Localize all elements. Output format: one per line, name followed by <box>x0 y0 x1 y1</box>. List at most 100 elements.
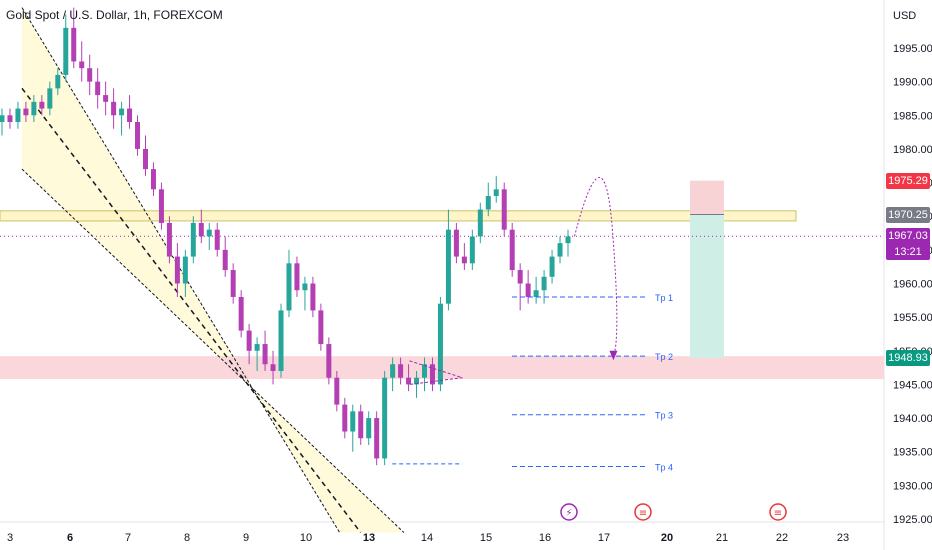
candle-body[interactable] <box>278 310 284 371</box>
candle-body[interactable] <box>286 263 292 311</box>
candle-body[interactable] <box>174 256 180 284</box>
resistance-zone[interactable] <box>0 210 797 222</box>
candle-body[interactable] <box>150 169 156 190</box>
candle-body[interactable] <box>501 189 507 230</box>
candle-body[interactable] <box>111 101 117 116</box>
tp-label: Tp 1 <box>655 293 673 303</box>
candle-body[interactable] <box>135 122 141 149</box>
candle-body[interactable] <box>39 101 45 109</box>
take-profit-box[interactable] <box>690 214 724 358</box>
us-flag-icon[interactable] <box>634 503 652 521</box>
tp-label: Tp 2 <box>655 352 673 362</box>
us-flag-icon[interactable] <box>769 503 787 521</box>
candle-body[interactable] <box>358 411 364 439</box>
candle-body[interactable] <box>445 229 451 304</box>
candle-body[interactable] <box>87 68 93 82</box>
candle-body[interactable] <box>565 236 571 244</box>
candle-body[interactable] <box>310 283 316 311</box>
candle-body[interactable] <box>15 108 21 123</box>
candle-body[interactable] <box>23 108 29 116</box>
price-tag-purple: 1967.03 13:21 <box>886 228 930 261</box>
candle-body[interactable] <box>525 283 531 297</box>
candle-body[interactable] <box>142 148 148 170</box>
candle-body[interactable] <box>334 377 340 405</box>
candle-body[interactable] <box>166 222 172 257</box>
candle-body[interactable] <box>262 344 268 365</box>
candle-body[interactable] <box>549 256 555 277</box>
candle-body[interactable] <box>95 81 101 96</box>
candle-body[interactable] <box>493 189 499 197</box>
candle-body[interactable] <box>270 364 276 371</box>
candle-body[interactable] <box>366 418 372 439</box>
candle-body[interactable] <box>31 101 37 116</box>
x-tick-label: 20 <box>661 532 673 544</box>
candle-body[interactable] <box>246 330 252 351</box>
candle-body[interactable] <box>71 27 77 62</box>
countdown-label: 13:21 <box>894 246 922 259</box>
candle-body[interactable] <box>437 303 443 385</box>
candle-body[interactable] <box>230 270 236 297</box>
candle-body[interactable] <box>557 243 563 257</box>
candle-body[interactable] <box>374 418 380 459</box>
candle-body[interactable] <box>302 283 308 291</box>
candle-body[interactable] <box>342 404 348 432</box>
candle-body[interactable] <box>127 108 133 123</box>
y-tick-label: 1990.00 <box>893 77 932 89</box>
candle-body[interactable] <box>47 88 53 109</box>
candle-body[interactable] <box>390 364 396 378</box>
candle-body[interactable] <box>398 364 404 378</box>
candle-body[interactable] <box>382 377 388 459</box>
candle-body[interactable] <box>238 296 244 331</box>
stop-loss-box[interactable] <box>690 180 724 215</box>
candle-body[interactable] <box>422 364 428 378</box>
candle-body[interactable] <box>318 310 324 345</box>
candle-body[interactable] <box>79 61 85 69</box>
candle-body[interactable] <box>119 108 125 116</box>
candle-body[interactable] <box>206 229 212 237</box>
candle-body[interactable] <box>214 229 220 250</box>
candle-body[interactable] <box>477 209 483 237</box>
candle-body[interactable] <box>429 364 435 385</box>
candle-body[interactable] <box>198 222 204 237</box>
candle-body[interactable] <box>509 229 515 271</box>
candle-body[interactable] <box>103 95 109 102</box>
candle-body[interactable] <box>469 236 475 264</box>
candle-body[interactable] <box>7 115 13 123</box>
projection-curve[interactable] <box>574 177 618 357</box>
candle-body[interactable] <box>453 229 459 257</box>
candle-body[interactable] <box>485 196 491 210</box>
candle-body[interactable] <box>461 256 467 264</box>
currency-label[interactable]: USD <box>893 10 917 22</box>
price-tag-red: 1975.29 <box>886 172 930 189</box>
channel-middle-line[interactable] <box>21 87 362 533</box>
candle-body[interactable] <box>63 27 69 75</box>
event-lightning-icon[interactable] <box>560 503 578 521</box>
candle-body[interactable] <box>182 256 188 284</box>
price-tag-gray: 1970.25 <box>886 206 930 223</box>
y-tick-label: 1980.00 <box>893 144 932 156</box>
candle-body[interactable] <box>350 411 356 432</box>
x-tick-label: 21 <box>716 532 728 544</box>
candle-body[interactable] <box>533 290 539 297</box>
y-tick-label: 1945.00 <box>893 379 932 391</box>
candle-body[interactable] <box>190 222 196 257</box>
y-tick-label: 1995.00 <box>893 43 932 55</box>
candle-body[interactable] <box>517 270 523 284</box>
channel-lower-line[interactable] <box>21 168 405 533</box>
candle-body[interactable] <box>406 377 412 385</box>
candle-body[interactable] <box>0 115 5 123</box>
candle-body[interactable] <box>294 263 300 291</box>
triangle-pattern[interactable] <box>409 360 463 385</box>
candle-body[interactable] <box>222 249 228 271</box>
candle-body[interactable] <box>158 189 164 223</box>
tp-label: Tp 3 <box>655 411 673 421</box>
us-flag-icon-glyph: ≡ <box>774 508 782 519</box>
candle-body[interactable] <box>414 377 420 385</box>
candle-body[interactable] <box>326 344 332 378</box>
channel-upper-line[interactable] <box>21 7 341 533</box>
candle-body[interactable] <box>254 344 260 351</box>
candle-body[interactable] <box>541 276 547 291</box>
candle-body[interactable] <box>55 74 61 89</box>
